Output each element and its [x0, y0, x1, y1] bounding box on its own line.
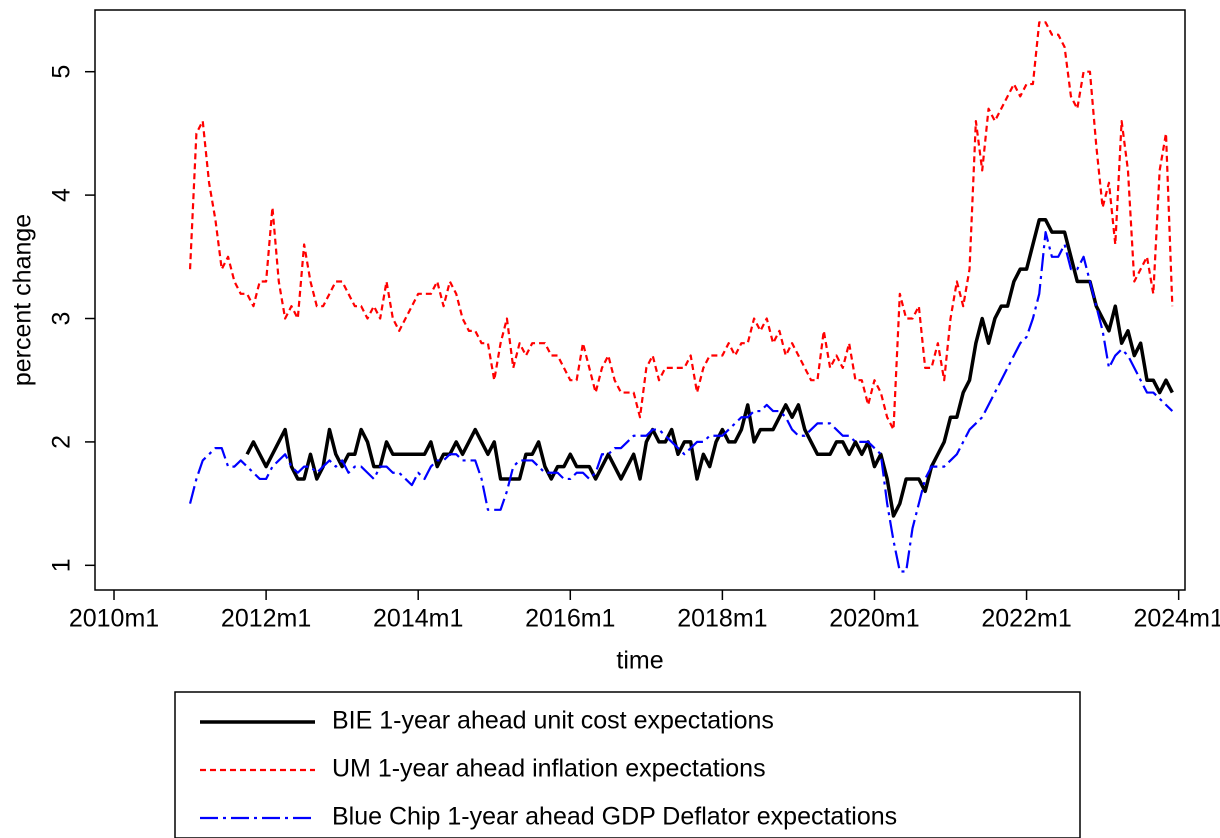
plot-frame [94, 9, 1186, 591]
y-axis-label: percent change [9, 214, 37, 386]
legend-box [174, 691, 1081, 838]
y-tick-label: 5 [48, 65, 76, 79]
legend-label: UM 1-year ahead inflation expectations [332, 755, 766, 783]
x-tick-label: 2012m1 [221, 605, 311, 633]
x-tick-label: 2010m1 [69, 605, 159, 633]
series-line [188, 21, 1174, 431]
x-tick-label: 2022m1 [981, 605, 1071, 633]
legend-label: BIE 1-year ahead unit cost expectations [332, 707, 774, 735]
y-tick-label: 4 [48, 188, 76, 202]
x-tick-label: 2016m1 [525, 605, 615, 633]
y-tick-label: 3 [48, 312, 76, 326]
x-tick-label: 2024m1 [1133, 605, 1220, 633]
y-tick-label: 2 [48, 435, 76, 449]
y-tick-label: 1 [48, 558, 76, 572]
x-tick-label: 2014m1 [373, 605, 463, 633]
x-tick-label: 2018m1 [677, 605, 767, 633]
series-line [188, 231, 1174, 573]
series-line [245, 218, 1174, 518]
x-tick-label: 2020m1 [829, 605, 919, 633]
x-axis-label: time [616, 647, 663, 675]
legend-label: Blue Chip 1-year ahead GDP Deflator expe… [332, 803, 897, 831]
